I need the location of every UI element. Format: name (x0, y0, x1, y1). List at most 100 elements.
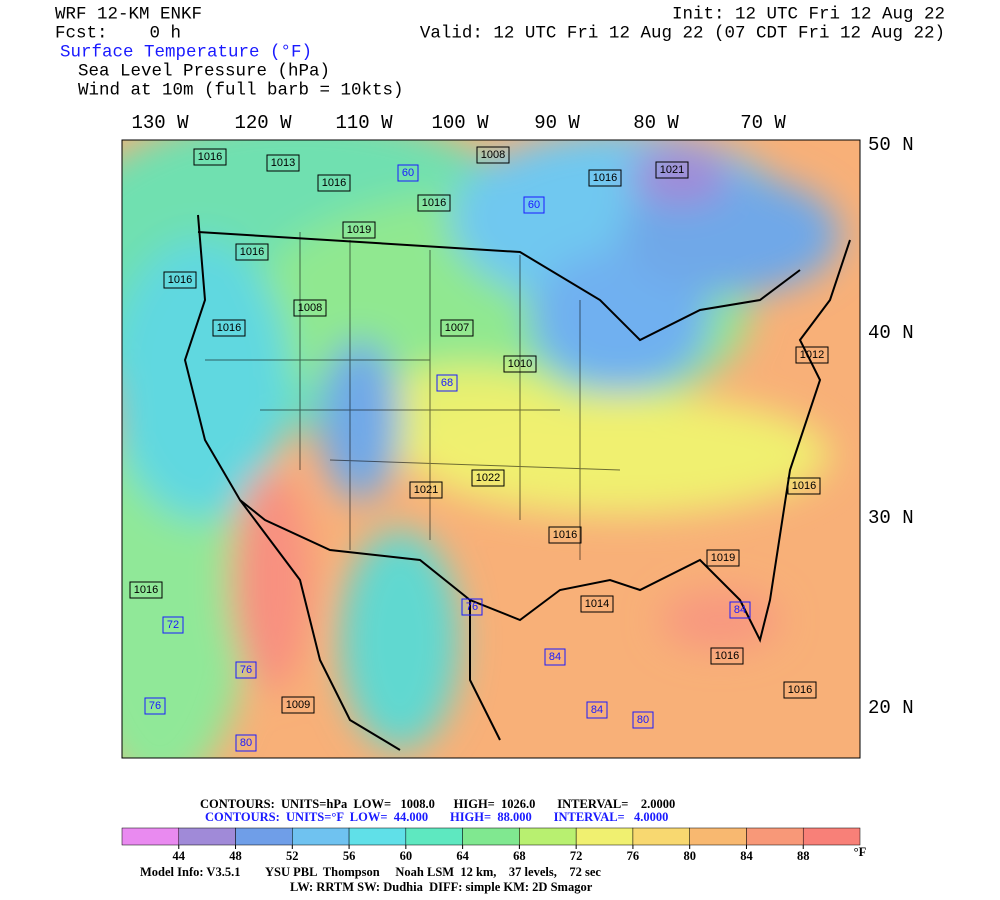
pressure-label-box (342, 221, 376, 239)
pressure-label: 1019 (711, 552, 735, 564)
pressure-label: 1016 (168, 274, 192, 286)
field-pressure: Sea Level Pressure (hPa) (78, 62, 330, 82)
valid-time: Valid: 12 UTC Fri 12 Aug 22 (07 CDT Fri … (420, 24, 945, 44)
pressure-label: 1010 (508, 358, 532, 370)
map-frame (121, 139, 861, 759)
temperature-label-box (461, 598, 483, 616)
pressure-label: 1016 (788, 684, 812, 696)
pressure-label: 1016 (217, 322, 241, 334)
pressure-label: 1016 (198, 151, 222, 163)
map-labels: 130 W 120 W 110 W 100 W 90 W 80 W 70 W 50 N 40 N… (129, 112, 914, 752)
colorbar-tick-label: 56 (343, 849, 356, 863)
colorbar: 44 48 52 56 60 64 68 72 76 80 84 88 °F (121, 827, 867, 863)
pressure-label-box (193, 148, 227, 166)
pressure-label: 1012 (800, 349, 824, 361)
pressure-label: 1016 (593, 172, 617, 184)
temperature-label: 76 (149, 700, 161, 712)
color-swatch (802, 827, 861, 846)
colorbar-tick-label: 68 (513, 849, 526, 863)
pressure-label: 1013 (271, 157, 295, 169)
colorbar-tick-label: 60 (400, 849, 413, 863)
pressure-label-box (476, 146, 510, 164)
pressure-label-box (588, 169, 622, 187)
pressure-label: 1016 (715, 650, 739, 662)
pressure-label-box (235, 243, 269, 261)
pressure-contours: CONTOURS: UNITS=hPa LOW= 1008.0 HIGH= 10… (200, 797, 675, 811)
color-swatch (235, 827, 293, 846)
model-title: WRF 12-KM ENKF (55, 5, 202, 25)
temperature-label-box (436, 374, 458, 392)
temperature-label: 76 (466, 601, 478, 613)
pressure-label-box (548, 526, 582, 544)
physics-info: LW: RRTM SW: Dudhia DIFF: simple KM: 2D … (290, 880, 593, 894)
temperature-contours: CONTOURS: UNITS=°F LOW= 44.000 HIGH= 88.… (205, 810, 668, 824)
temperature-label-box (523, 196, 545, 214)
temperature-label-box (632, 711, 654, 729)
latitude-label: 40 N (868, 322, 914, 344)
colorbar-tick-label: 88 (797, 849, 810, 863)
colorbar-tick-label: 84 (740, 849, 753, 863)
latitude-label: 30 N (868, 507, 914, 529)
longitude-label: 130 W (131, 112, 189, 134)
pressure-label-box (409, 481, 443, 499)
pressure-label: 1021 (414, 484, 438, 496)
temperature-label: 80 (240, 737, 252, 749)
field-wind: Wind at 10m (full barb = 10kts) (78, 81, 404, 101)
temperature-label-box (586, 701, 608, 719)
pressure-label-box (787, 477, 821, 495)
pressure-label-box (783, 681, 817, 699)
longitude-label: 90 W (534, 112, 580, 134)
pressure-label-box (471, 469, 505, 487)
temperature-label: 72 (167, 619, 179, 631)
pressure-label: 1008 (481, 149, 505, 161)
pressure-label: 1016 (422, 197, 446, 209)
pressure-label-box (503, 355, 537, 373)
pressure-label-box (655, 161, 689, 179)
model-info: Model Info: V3.5.1 YSU PBL Thompson Noah… (140, 865, 601, 879)
temperature-label: 80 (637, 714, 649, 726)
pressure-label-box (440, 319, 474, 337)
temperature-label: 68 (441, 377, 453, 389)
pressure-label: 1014 (585, 598, 609, 610)
pressure-label: 1022 (476, 472, 500, 484)
pressure-label: 1009 (286, 699, 310, 711)
color-swatch (632, 827, 690, 846)
longitude-label: 100 W (431, 112, 489, 134)
temperature-label-box (235, 661, 257, 679)
colorbar-tick-label: 72 (570, 849, 583, 863)
temperature-label: 84 (549, 651, 561, 663)
temperature-label-box (144, 697, 166, 715)
temperature-label-box (162, 616, 184, 634)
pressure-label: 1016 (134, 584, 158, 596)
colorbar-unit: °F (854, 845, 867, 859)
init-time: Init: 12 UTC Fri 12 Aug 22 (672, 5, 945, 25)
colorbar-tick-label: 76 (627, 849, 640, 863)
color-swatch (519, 827, 577, 846)
longitude-label: 110 W (335, 112, 393, 134)
temperature-label: 60 (528, 199, 540, 211)
forecast-hour: Fcst: 0 h (55, 24, 181, 44)
color-swatch (746, 827, 804, 846)
latitude-label: 50 N (868, 134, 914, 156)
color-swatch (405, 827, 463, 846)
color-swatch (121, 827, 180, 846)
colorbar-tick-label: 80 (683, 849, 696, 863)
temperature-label: 60 (402, 167, 414, 179)
longitude-label: 70 W (740, 112, 786, 134)
colorbar-tick-label: 64 (456, 849, 469, 863)
pressure-label-box (417, 194, 451, 212)
temperature-label: 76 (240, 664, 252, 676)
temperature-label-box (397, 164, 419, 182)
pressure-label-box (163, 271, 197, 289)
pressure-label: 1019 (347, 224, 371, 236)
pressure-label: 1007 (445, 322, 469, 334)
pressure-label-box (212, 319, 246, 337)
colorbar-tick-label: 44 (173, 849, 186, 863)
pressure-label-box (293, 299, 327, 317)
pressure-label: 1016 (792, 480, 816, 492)
pressure-label-box (580, 595, 614, 613)
pressure-label-box (795, 346, 829, 364)
color-swatch (462, 827, 520, 846)
pressure-label-box (317, 174, 351, 192)
temperature-label-box (544, 648, 566, 666)
